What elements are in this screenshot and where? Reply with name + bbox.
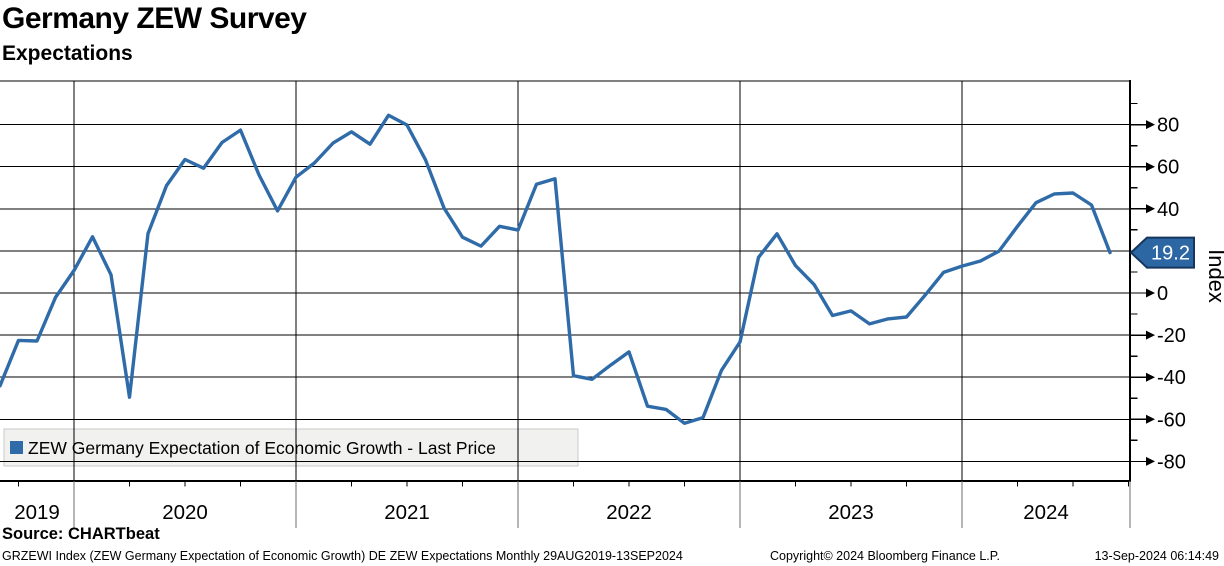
y-tick-label: 40 [1157,199,1179,221]
legend-box [3,428,579,467]
series-line [0,113,1112,425]
y-tick-label: -40 [1157,367,1186,389]
y-tick-label: -20 [1157,325,1186,347]
y-axis-title: Index [1204,249,1224,303]
last-price-value: 19.2 [1151,243,1190,265]
x-year-label: 2023 [828,501,874,524]
y-tick-label: 80 [1157,115,1179,137]
x-year-label: 2020 [162,501,208,524]
page-title: Germany ZEW Survey [2,2,307,35]
y-tick-label: -60 [1157,409,1186,431]
x-year-label: 2021 [384,501,430,524]
footer-timestamp: 13-Sep-2024 06:14:49 [1094,549,1219,563]
x-year-label: 2019 [14,501,60,524]
source-label: Source: CHARTbeat [2,525,160,543]
y-tick-label: -80 [1157,451,1186,473]
legend-swatch-icon [10,441,23,454]
footer-description: GRZEWI Index (ZEW Germany Expectation of… [2,549,683,563]
footer-copyright: Copyright© 2024 Bloomberg Finance L.P. [770,549,1000,563]
x-year-label: 2024 [1023,501,1069,524]
x-year-label: 2022 [606,501,652,524]
y-tick-label: 60 [1157,157,1179,179]
legend-label: ZEW Germany Expectation of Economic Grow… [28,438,496,458]
y-tick-label: 0 [1157,283,1168,305]
last-price-badge [1129,236,1195,269]
page-subtitle: Expectations [2,42,133,65]
